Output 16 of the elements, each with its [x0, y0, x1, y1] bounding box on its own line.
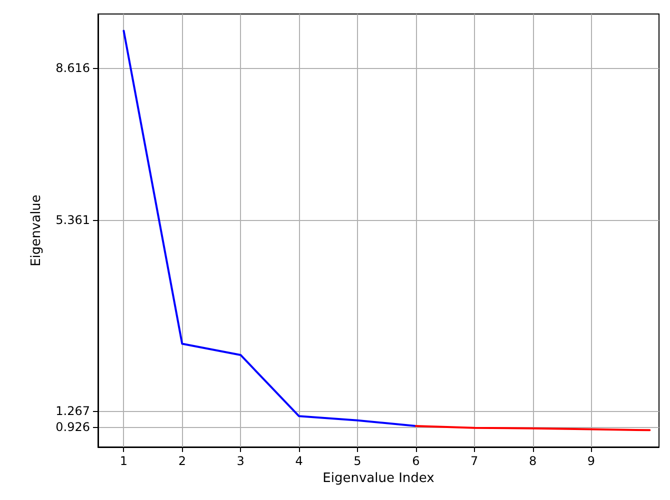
y-tick-label: 5.361 [56, 212, 90, 227]
y-tick-label: 8.616 [56, 60, 90, 75]
x-tick-label: 6 [412, 454, 420, 468]
y-tick-label: 0.926 [56, 420, 90, 434]
x-tick-label: 5 [354, 454, 362, 468]
line-series [122, 30, 417, 427]
x-tick-label: 2 [178, 454, 186, 468]
y-tick-label: 1.267 [56, 404, 90, 418]
x-tick-label: 1 [120, 454, 128, 468]
x-tick-label: 3 [236, 454, 244, 468]
x-tick-label: 7 [470, 454, 478, 468]
x-tick-label: 9 [587, 454, 596, 468]
x-axis-title: Eigenvalue Index [322, 470, 435, 486]
x-tick-label: 8 [528, 454, 537, 468]
y-axis-title: Eigenvalue [29, 194, 44, 266]
x-tick-label: 4 [295, 454, 303, 468]
